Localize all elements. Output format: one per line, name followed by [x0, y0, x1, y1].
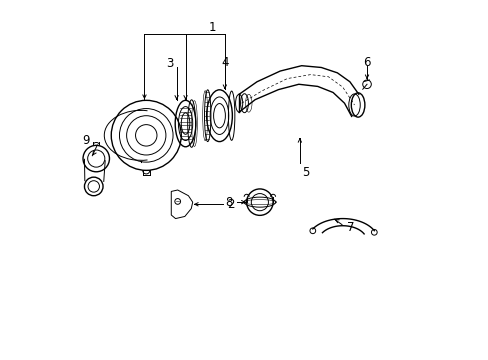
Text: 4: 4: [221, 55, 228, 69]
Text: 9: 9: [82, 134, 90, 147]
Text: 1: 1: [208, 21, 216, 33]
Text: 6: 6: [363, 56, 370, 69]
Text: 7: 7: [346, 221, 354, 234]
Text: 8: 8: [224, 195, 232, 209]
Text: 3: 3: [165, 57, 173, 71]
Text: 2: 2: [227, 198, 234, 211]
Text: 5: 5: [301, 166, 308, 179]
